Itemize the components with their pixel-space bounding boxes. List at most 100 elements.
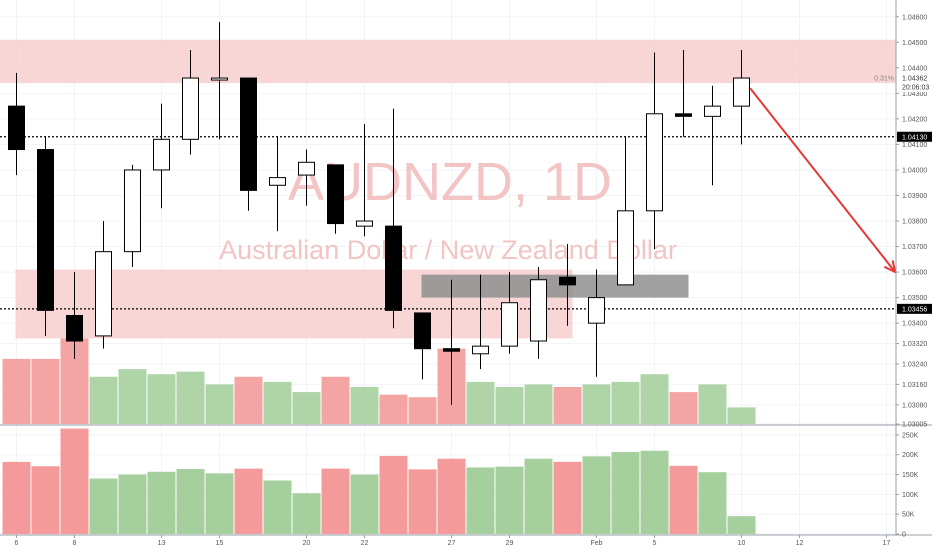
price-volume-bar-9 bbox=[263, 381, 292, 424]
watermark: AUDNZD, 1D Australian Dollar / New Zeala… bbox=[219, 152, 677, 265]
volume-tick-label-4: 200K bbox=[902, 452, 919, 459]
price-pane-volume-bars bbox=[2, 338, 756, 424]
candle-body-12 bbox=[356, 220, 373, 227]
price-volume-bar-6 bbox=[176, 371, 205, 424]
volume-pane bbox=[0, 428, 896, 535]
price-volume-bar-22 bbox=[640, 374, 669, 424]
time-tick-label-6: 27 bbox=[448, 540, 456, 547]
price-volume-bar-21 bbox=[611, 381, 640, 424]
candle-body-10 bbox=[298, 161, 315, 176]
volume-bar-9 bbox=[263, 480, 292, 534]
candle-body-7 bbox=[211, 77, 228, 81]
price-tick-label-11: 1.03500 bbox=[902, 295, 927, 302]
volume-bar-11 bbox=[321, 468, 350, 534]
price-tick-label-10: 1.03600 bbox=[902, 270, 927, 277]
volume-bar-2 bbox=[60, 428, 89, 534]
volume-bar-18 bbox=[524, 458, 553, 534]
candle-body-25 bbox=[733, 77, 750, 107]
arrow-head bbox=[883, 260, 897, 274]
volume-bar-13 bbox=[379, 455, 408, 534]
volume-bar-14 bbox=[408, 469, 437, 534]
watermark-description: Australian Dollar / New Zealand Dollar bbox=[219, 235, 677, 265]
candle-body-21 bbox=[617, 210, 634, 286]
candle-body-9 bbox=[269, 177, 286, 186]
volume-bar-1 bbox=[31, 466, 60, 534]
volume-tick-label-5: 250K bbox=[902, 432, 919, 439]
volume-tick-label-1: 50K bbox=[902, 512, 915, 519]
candle-body-22 bbox=[646, 113, 663, 212]
price-tick-label-17: 1.03005 bbox=[902, 422, 927, 429]
candle-body-3 bbox=[95, 251, 112, 337]
price-tick-label-6: 1.04000 bbox=[902, 167, 927, 174]
candle-body-24 bbox=[704, 105, 721, 117]
volume-bar-12 bbox=[350, 474, 379, 534]
time-tick-label-7: 29 bbox=[506, 540, 514, 547]
price-tick-label-15: 1.03160 bbox=[902, 382, 927, 389]
volume-bar-22 bbox=[640, 450, 669, 534]
price-volume-bar-12 bbox=[350, 386, 379, 424]
candle-body-8 bbox=[240, 77, 257, 191]
upper-resistance-zone bbox=[0, 39, 896, 84]
time-tick-label-10: 10 bbox=[738, 540, 746, 547]
candle-body-18 bbox=[530, 279, 547, 342]
price-tick-label-0: 1.04600 bbox=[902, 14, 927, 21]
arrow-line bbox=[749, 87, 896, 273]
volume-bar-19 bbox=[553, 461, 582, 534]
candle-body-2 bbox=[66, 314, 83, 342]
candle-body-23 bbox=[675, 113, 692, 117]
price-volume-bar-24 bbox=[698, 384, 727, 424]
candle-body-5 bbox=[153, 138, 170, 171]
price-volume-bar-0 bbox=[2, 358, 31, 424]
volume-bar-15 bbox=[437, 458, 466, 534]
time-tick-label-12: 17 bbox=[883, 540, 891, 547]
price-volume-bar-3 bbox=[89, 376, 118, 424]
price-tick-label-7: 1.03900 bbox=[902, 193, 927, 200]
candle-body-17 bbox=[501, 302, 518, 347]
price-tick-label-8: 1.03800 bbox=[902, 219, 927, 226]
current-price-label: 1.04362 bbox=[902, 76, 927, 83]
price-volume-bar-5 bbox=[147, 374, 176, 424]
time-tick-label-0: 6 bbox=[15, 540, 19, 547]
price-volume-bar-14 bbox=[408, 397, 437, 424]
candle-body-20 bbox=[588, 297, 605, 324]
candle-body-15 bbox=[443, 348, 460, 352]
price-tick-label-16: 1.03080 bbox=[902, 402, 927, 409]
time-tick-label-9: 5 bbox=[653, 540, 657, 547]
volume-tick-label-2: 100K bbox=[902, 492, 919, 499]
price-volume-bar-20 bbox=[582, 384, 611, 424]
hline-tag-label-0: 1.04130 bbox=[902, 134, 927, 141]
price-volume-bar-25 bbox=[727, 407, 756, 424]
hline-tag-bg-1 bbox=[897, 303, 932, 314]
current-price-tag-bg bbox=[897, 73, 932, 93]
hline-tag-label-1: 1.03456 bbox=[902, 306, 927, 313]
price-volume-bar-18 bbox=[524, 384, 553, 424]
price-volume-bar-19 bbox=[553, 386, 582, 424]
time-tick-label-2: 13 bbox=[158, 540, 166, 547]
candle-body-6 bbox=[182, 77, 199, 140]
candle-body-19 bbox=[559, 276, 576, 286]
volume-bar-17 bbox=[495, 466, 524, 534]
volume-tick-label-3: 150K bbox=[902, 472, 919, 479]
price-tick-label-4: 1.04200 bbox=[902, 116, 927, 123]
candle-body-13 bbox=[385, 225, 402, 311]
current-price-countdown: 20:06:03 bbox=[902, 85, 929, 92]
horizontal-lines bbox=[0, 136, 896, 310]
volume-bar-3 bbox=[89, 478, 118, 534]
candle-body-16 bbox=[472, 345, 489, 355]
volume-tick-label-0: 0 bbox=[902, 532, 906, 539]
volume-bar-21 bbox=[611, 451, 640, 534]
candle-body-1 bbox=[37, 149, 54, 311]
candles bbox=[8, 21, 750, 405]
price-volume-bar-1 bbox=[31, 358, 60, 424]
volume-bar-25 bbox=[727, 516, 756, 534]
volume-bar-0 bbox=[2, 461, 31, 534]
candle-body-0 bbox=[8, 105, 25, 151]
price-tick-label-1: 1.04500 bbox=[902, 40, 927, 47]
volume-bar-4 bbox=[118, 474, 147, 534]
price-volume-bar-10 bbox=[292, 392, 321, 424]
time-tick-label-3: 15 bbox=[216, 540, 224, 547]
time-tick-label-11: 12 bbox=[796, 540, 804, 547]
price-volume-bar-23 bbox=[669, 392, 698, 424]
